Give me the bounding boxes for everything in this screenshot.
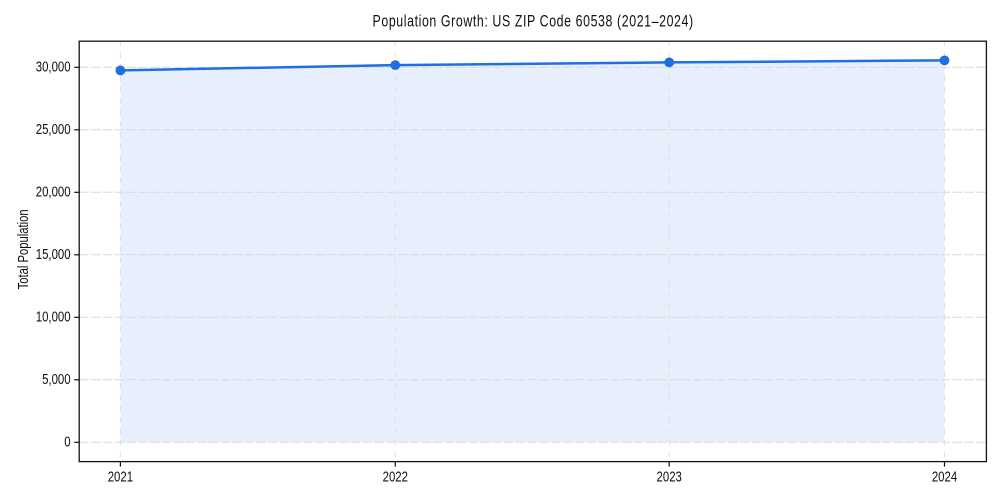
svg-text:Total Population: Total Population (14, 209, 31, 289)
svg-text:2022: 2022 (383, 468, 408, 485)
svg-text:20,000: 20,000 (36, 183, 71, 200)
svg-text:30,000: 30,000 (36, 58, 71, 75)
svg-text:25,000: 25,000 (36, 121, 71, 138)
svg-text:5,000: 5,000 (42, 371, 71, 388)
svg-text:Population Growth: US ZIP Code: Population Growth: US ZIP Code 60538 (20… (372, 13, 693, 31)
svg-text:2021: 2021 (108, 468, 133, 485)
svg-text:15,000: 15,000 (36, 246, 71, 263)
svg-text:10,000: 10,000 (36, 308, 71, 325)
svg-text:2023: 2023 (657, 468, 682, 485)
svg-text:2024: 2024 (932, 468, 958, 485)
svg-text:0: 0 (64, 433, 70, 450)
